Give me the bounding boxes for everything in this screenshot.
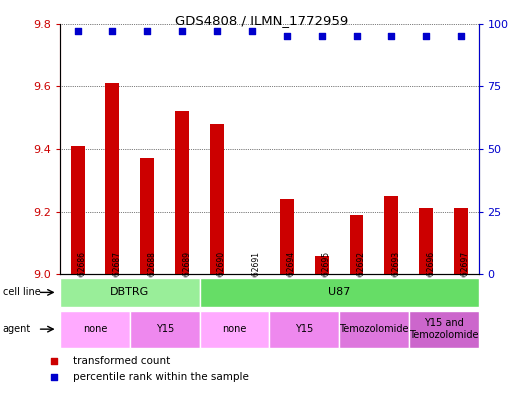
FancyBboxPatch shape	[409, 310, 479, 348]
FancyBboxPatch shape	[200, 278, 479, 307]
Text: U87: U87	[328, 287, 350, 298]
Text: GDS4808 / ILMN_1772959: GDS4808 / ILMN_1772959	[175, 14, 348, 27]
FancyBboxPatch shape	[130, 310, 200, 348]
Text: GSM1062689: GSM1062689	[182, 251, 191, 302]
FancyBboxPatch shape	[60, 310, 130, 348]
Text: GSM1062686: GSM1062686	[77, 251, 87, 302]
Point	[143, 28, 152, 34]
Text: Y15: Y15	[295, 324, 313, 334]
Bar	[419, 209, 433, 274]
Point	[457, 33, 465, 39]
Point	[317, 33, 326, 39]
Text: GSM1062688: GSM1062688	[147, 251, 156, 302]
Bar	[349, 215, 363, 274]
Text: DBTRG: DBTRG	[110, 287, 150, 298]
Point	[353, 33, 361, 39]
Text: percentile rank within the sample: percentile rank within the sample	[73, 372, 248, 382]
Point	[178, 28, 186, 34]
Text: GSM1062696: GSM1062696	[426, 251, 435, 302]
FancyBboxPatch shape	[269, 310, 339, 348]
Bar	[71, 146, 85, 274]
FancyBboxPatch shape	[200, 310, 269, 348]
Bar	[454, 209, 468, 274]
Point	[73, 28, 82, 34]
Point	[282, 33, 291, 39]
Bar	[140, 158, 154, 274]
Text: GSM1062697: GSM1062697	[461, 251, 470, 302]
Text: GSM1062687: GSM1062687	[112, 251, 121, 302]
Point	[248, 28, 256, 34]
Text: GSM1062693: GSM1062693	[391, 251, 401, 302]
Bar	[315, 255, 328, 274]
Text: agent: agent	[3, 324, 31, 334]
Text: GSM1062694: GSM1062694	[287, 251, 296, 302]
Point	[422, 33, 430, 39]
FancyBboxPatch shape	[339, 310, 409, 348]
Bar	[175, 111, 189, 274]
FancyBboxPatch shape	[60, 278, 200, 307]
Point	[387, 33, 395, 39]
Bar	[384, 196, 399, 274]
Text: none: none	[83, 324, 107, 334]
Text: GSM1062692: GSM1062692	[357, 251, 366, 302]
Text: GSM1062695: GSM1062695	[322, 251, 331, 302]
Bar	[106, 83, 119, 274]
Text: transformed count: transformed count	[73, 356, 170, 366]
Text: cell line: cell line	[3, 287, 40, 298]
Text: Y15 and
Temozolomide: Y15 and Temozolomide	[409, 318, 479, 340]
Point	[213, 28, 221, 34]
Point	[50, 374, 58, 380]
Text: GSM1062690: GSM1062690	[217, 251, 226, 302]
Text: none: none	[222, 324, 247, 334]
Point	[50, 358, 58, 364]
Point	[108, 28, 117, 34]
Text: Y15: Y15	[156, 324, 174, 334]
Text: GSM1062691: GSM1062691	[252, 251, 261, 302]
Bar	[280, 199, 294, 274]
Text: Temozolomide: Temozolomide	[339, 324, 408, 334]
Bar	[210, 124, 224, 274]
